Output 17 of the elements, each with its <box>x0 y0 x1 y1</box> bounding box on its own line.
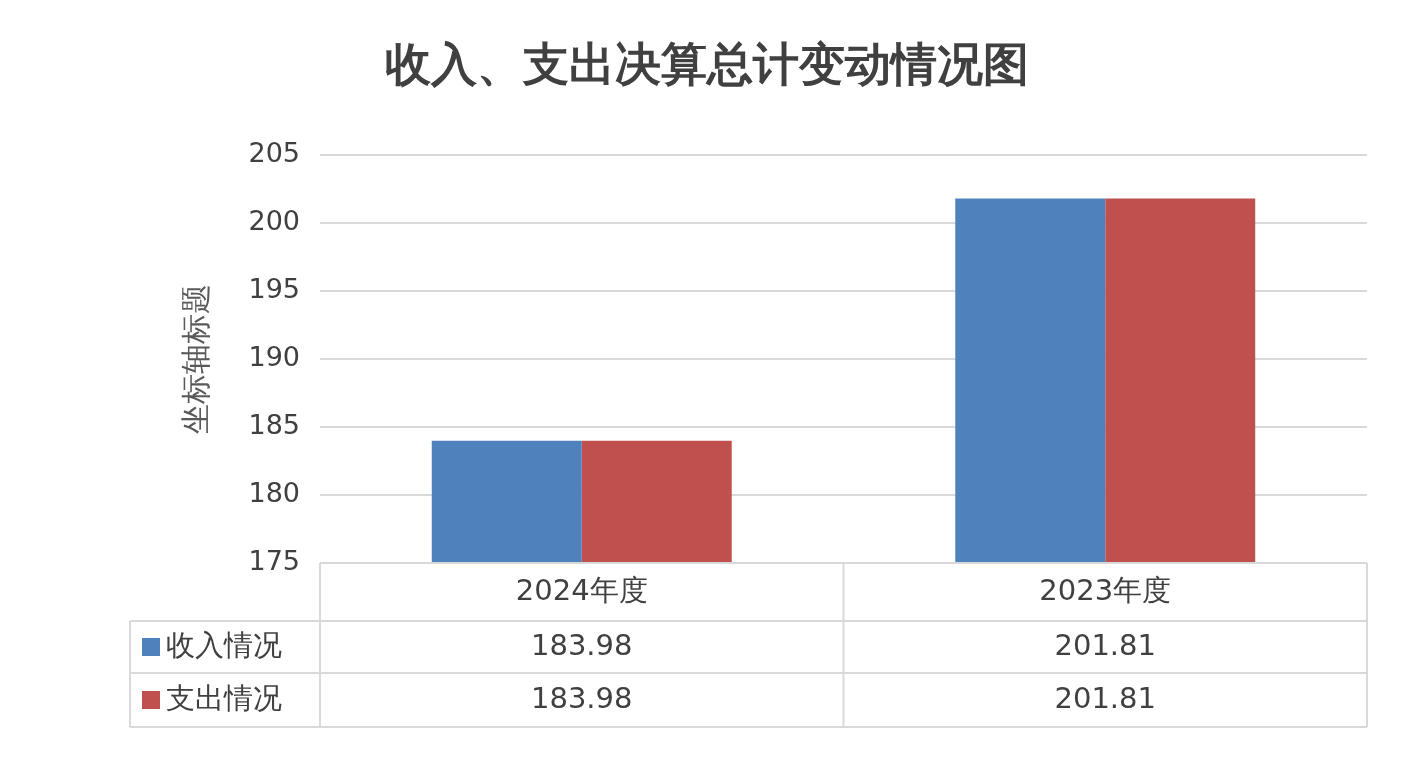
chart-title: 收入、支出决算总计变动情况图 <box>385 36 1029 91</box>
y-tick-label: 205 <box>248 137 300 169</box>
y-tick-label: 185 <box>248 409 300 441</box>
data-label: 201.81 <box>1054 680 1156 715</box>
legend-label: 支出情况 <box>166 680 282 715</box>
y-tick-label: 190 <box>248 341 300 373</box>
legend-label: 收入情况 <box>166 627 282 662</box>
data-label: 201.81 <box>1054 627 1156 662</box>
data-label: 183.98 <box>531 627 633 662</box>
y-axis-title: 坐标轴标题 <box>177 284 213 434</box>
y-tick-label: 195 <box>248 273 300 305</box>
x-tick-label: 2023年度 <box>1039 572 1172 607</box>
data-label: 183.98 <box>531 680 633 715</box>
y-tick-label: 200 <box>248 205 300 237</box>
y-tick-label: 175 <box>248 545 300 577</box>
x-tick-label: 2024年度 <box>515 572 648 607</box>
y-tick-label: 180 <box>248 477 300 509</box>
